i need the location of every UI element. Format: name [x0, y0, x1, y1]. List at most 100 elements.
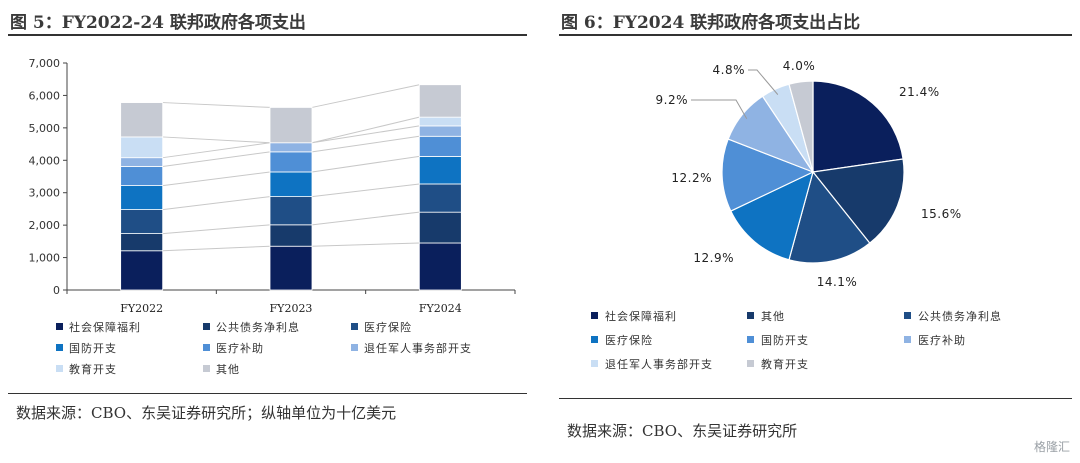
left-chart-title: 图 5：FY2022-24 联邦政府各项支出: [10, 13, 306, 33]
legend-swatch: [591, 360, 598, 367]
legend-label: 社会保障福利: [605, 309, 677, 323]
pie-percent-label: 14.1%: [817, 275, 858, 289]
y-tick-label: 1,000: [29, 252, 61, 265]
legend-swatch: [56, 323, 63, 330]
bar-segment: [269, 245, 313, 291]
bar-segment: [120, 185, 164, 210]
legend-swatch: [203, 365, 210, 372]
watermark-text: 格隆汇: [1033, 440, 1070, 454]
pie-slice: [788, 80, 814, 173]
legend-label: 国防开支: [69, 341, 117, 355]
pie-slice: [788, 170, 871, 264]
pie-percent-label: 9.2%: [656, 93, 689, 107]
y-tick-label: 0: [53, 284, 60, 297]
legend-label: 医疗保险: [364, 320, 412, 334]
series-connector-line: [162, 171, 271, 187]
pie-percent-label: 12.9%: [693, 251, 734, 265]
legend-label: 公共债务净利息: [216, 320, 300, 334]
right-title-rule: [559, 34, 1072, 36]
pie-chart: 21.4% 15.6% 14.1% 12.9% 12.2% 9.2% 4.8% 4.0% 社会保…: [591, 59, 1002, 371]
bar-segment: [418, 211, 462, 244]
legend-swatch: [904, 312, 911, 319]
bar-segment: [418, 135, 462, 157]
legend-label: 医疗补助: [216, 341, 264, 355]
bar-segment: [120, 166, 164, 186]
bar-segment: [120, 209, 164, 234]
bar-segment: [418, 84, 462, 118]
legend-label: 教育开支: [761, 357, 809, 371]
pie-leader-line: [691, 99, 748, 119]
series-connector-line: [162, 102, 271, 108]
right-chart-title: 图 6：FY2024 联邦政府各项支出占比: [561, 13, 861, 33]
series-connector-line: [311, 242, 420, 247]
legend-label: 退任军人事务部开支: [364, 341, 472, 355]
left-chart-panel: 图 5：FY2022-24 联邦政府各项支出 0 1,000 2,000 3,000 4…: [0, 0, 535, 463]
series-connector-line: [162, 142, 271, 159]
right-source-note: 数据来源：CBO、东吴证券研究所: [567, 422, 798, 440]
legend-label: 公共债务净利息: [918, 309, 1002, 323]
series-connector-line: [311, 155, 420, 173]
bar-segment: [269, 142, 313, 153]
legend-label: 教育开支: [69, 362, 117, 376]
legend-label: 其他: [761, 310, 785, 323]
bar-segment: [418, 242, 462, 291]
y-tick-label: 4,000: [29, 154, 61, 167]
pie-percent-label: 12.2%: [671, 171, 712, 185]
y-tick-label: 5,000: [29, 122, 61, 135]
legend-swatch: [56, 365, 63, 372]
series-connector-line: [162, 151, 271, 167]
legend-swatch: [591, 336, 598, 343]
series-connector-line: [162, 136, 271, 144]
series-connector-line: [162, 224, 271, 235]
right-chart-panel: 图 6：FY2024 联邦政府各项支出占比 21.4% 15.6% 14.1% 12.…: [551, 0, 1080, 463]
pie-slice: [811, 158, 905, 244]
pie-slice: [730, 170, 814, 261]
bar-segment: [418, 125, 462, 137]
pie-slice: [721, 138, 815, 212]
bar-segment: [120, 136, 164, 159]
legend-swatch: [203, 344, 210, 351]
legend-label: 社会保障福利: [69, 320, 141, 334]
legend-label: 国防开支: [761, 333, 809, 347]
legend-label: 医疗补助: [918, 333, 966, 347]
legend-swatch: [904, 336, 911, 343]
x-tick-label: FY2024: [419, 302, 462, 315]
y-tick-label: 6,000: [29, 89, 61, 102]
y-tick-label: 3,000: [29, 187, 61, 200]
bar-segment: [269, 151, 313, 173]
series-connector-line: [311, 125, 420, 144]
left-title-rule: [8, 34, 527, 36]
bar-segment: [120, 102, 164, 138]
legend-label: 退任军人事务部开支: [605, 357, 713, 371]
series-connector-line: [311, 135, 420, 153]
series-connector-line: [311, 183, 420, 198]
series-connector-line: [311, 116, 420, 144]
legend-swatch: [203, 323, 210, 330]
y-tick-label: 7,000: [29, 57, 61, 70]
bar-segment: [120, 250, 164, 291]
left-source-rule: [8, 393, 527, 394]
x-tick-label: FY2022: [120, 302, 163, 315]
bar-segment: [418, 183, 462, 213]
pie-percent-label: 4.8%: [713, 63, 746, 77]
legend-swatch: [56, 344, 63, 351]
stacked-bar-chart: 0 1,000 2,000 3,000 4,000 5,000 6,000 7,000 FY20…: [29, 57, 516, 376]
legend-label: 医疗保险: [605, 333, 653, 347]
bar-segment: [269, 196, 313, 226]
legend-swatch: [591, 312, 598, 319]
pie-percent-label: 21.4%: [899, 85, 940, 99]
bar-segment: [120, 157, 164, 167]
pie-leader-line: [748, 69, 779, 95]
pie-percent-label: 4.0%: [783, 59, 816, 73]
series-connector-line: [311, 84, 420, 108]
bar-segment: [269, 171, 313, 198]
bar-segment: [418, 116, 462, 127]
legend-swatch: [351, 323, 358, 330]
bar-segment: [120, 233, 164, 252]
pie-slice: [812, 80, 904, 173]
bar-segment: [269, 107, 313, 144]
legend-label: 其他: [216, 363, 240, 376]
legend-swatch: [351, 344, 358, 351]
bar-segment: [269, 224, 313, 247]
legend-swatch: [747, 336, 754, 343]
